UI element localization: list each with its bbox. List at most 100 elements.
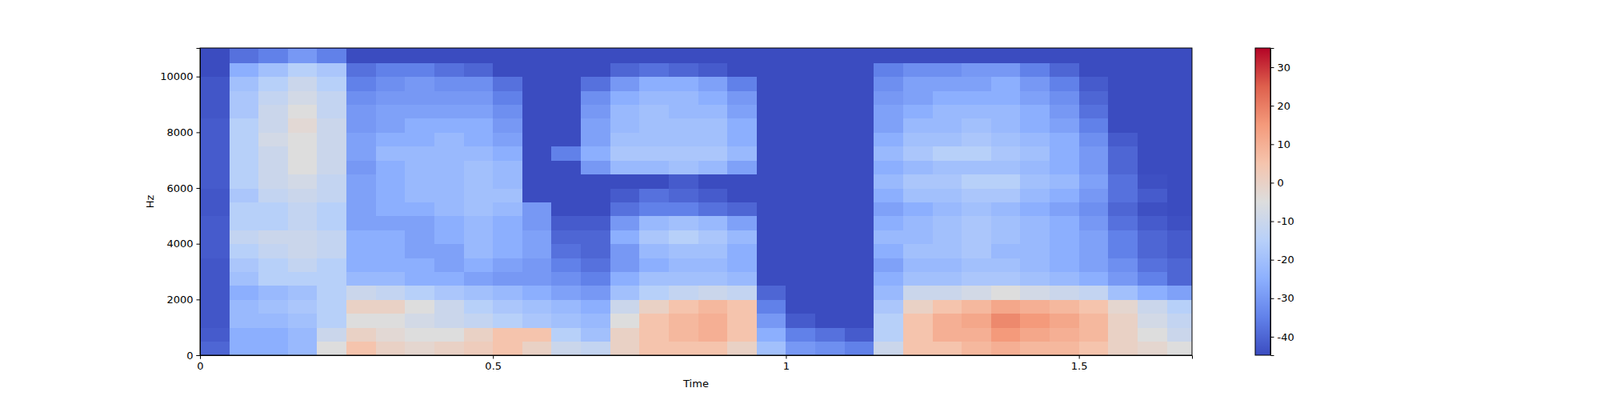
- cell: [727, 146, 757, 161]
- cell: [580, 244, 611, 259]
- cell: [639, 229, 669, 244]
- cell: [492, 229, 523, 244]
- cell: [727, 48, 757, 64]
- cell: [991, 299, 1021, 314]
- cell: [316, 327, 347, 342]
- cell: [668, 272, 699, 287]
- cell: [522, 62, 552, 77]
- cell: [551, 299, 581, 314]
- cell: [815, 188, 845, 203]
- cell: [785, 174, 816, 189]
- cell: [932, 146, 963, 161]
- cell: [639, 272, 669, 287]
- cell: [346, 160, 376, 175]
- cell: [1079, 188, 1109, 203]
- cell: [873, 244, 904, 259]
- cell: [258, 146, 288, 161]
- tick-mark: [492, 355, 494, 360]
- cell: [1108, 104, 1138, 120]
- cell: [903, 216, 933, 231]
- cell: [903, 104, 933, 120]
- cell: [727, 174, 757, 189]
- cell: [258, 327, 288, 342]
- cell: [1137, 313, 1168, 328]
- cell: [1049, 118, 1080, 133]
- cell: [1049, 160, 1080, 175]
- cell: [492, 201, 523, 216]
- cell: [492, 313, 523, 328]
- cell: [991, 48, 1021, 64]
- cell: [1167, 216, 1192, 231]
- cell: [1167, 341, 1192, 356]
- cell: [961, 62, 992, 77]
- cell: [727, 216, 757, 231]
- cell: [434, 48, 464, 64]
- tick: 0.5: [484, 355, 502, 372]
- cell: [668, 188, 699, 203]
- cell: [932, 90, 963, 105]
- cell: [1020, 174, 1050, 189]
- tick-mark: [196, 244, 201, 245]
- cell: [698, 285, 728, 300]
- cell: [376, 272, 406, 287]
- cell: [815, 174, 845, 189]
- cell: [258, 76, 288, 92]
- cell: [1108, 216, 1138, 231]
- cell: [522, 216, 552, 231]
- cell: [903, 201, 933, 216]
- cell: [464, 90, 494, 105]
- cell: [346, 174, 376, 189]
- cell: [1108, 132, 1138, 147]
- cell: [1137, 285, 1168, 300]
- cell: [1108, 341, 1138, 356]
- cell: [1049, 257, 1080, 272]
- cell: [288, 244, 318, 259]
- cell: [316, 257, 347, 272]
- cell: [903, 76, 933, 92]
- tick: 2000: [166, 293, 200, 306]
- cell: [258, 188, 288, 203]
- cell: [522, 201, 552, 216]
- cell: [1020, 132, 1050, 147]
- cell: [1079, 244, 1109, 259]
- cell: [1079, 90, 1109, 105]
- cell: [376, 48, 406, 64]
- cell: [991, 201, 1021, 216]
- cell: [1167, 62, 1192, 77]
- cell: [316, 272, 347, 287]
- cell: [551, 341, 581, 356]
- cell: [727, 285, 757, 300]
- cell: [932, 48, 963, 64]
- cell: [1049, 229, 1080, 244]
- cell: [346, 76, 376, 92]
- cell: [785, 285, 816, 300]
- cell: [522, 118, 552, 133]
- cell: [492, 90, 523, 105]
- cell: [551, 160, 581, 175]
- cell: [258, 174, 288, 189]
- cell: [404, 272, 435, 287]
- cell: [903, 48, 933, 64]
- cell: [727, 201, 757, 216]
- tick-mark: [1270, 182, 1275, 184]
- cell: [580, 76, 611, 92]
- cell: [464, 272, 494, 287]
- cell: [639, 327, 669, 342]
- tick: 8000: [166, 126, 200, 139]
- cell: [1167, 76, 1192, 92]
- cell: [551, 76, 581, 92]
- tick-mark: [1079, 355, 1080, 360]
- cell: [1079, 229, 1109, 244]
- cell: [815, 244, 845, 259]
- cell: [1079, 118, 1109, 133]
- cell: [961, 132, 992, 147]
- cell: [434, 299, 464, 314]
- cell: [668, 76, 699, 92]
- cell: [873, 90, 904, 105]
- cell: [522, 244, 552, 259]
- cell: [229, 188, 260, 203]
- cell: [844, 216, 875, 231]
- cell: [1049, 313, 1080, 328]
- cell: [903, 244, 933, 259]
- cell: [873, 327, 904, 342]
